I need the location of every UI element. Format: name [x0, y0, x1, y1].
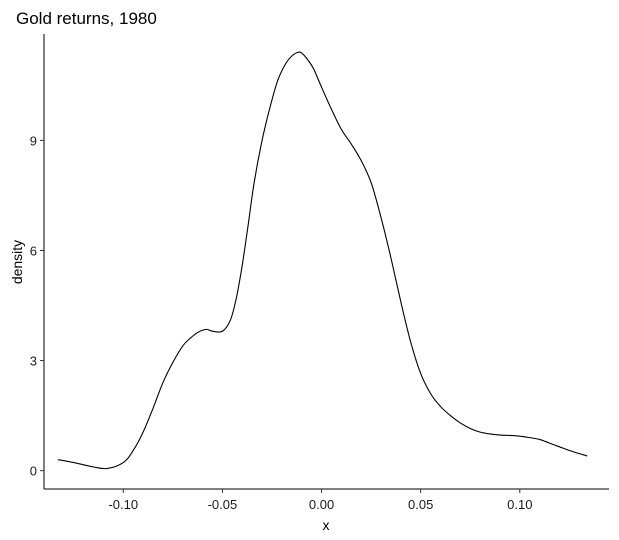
y-tick-label: 9 [30, 133, 37, 148]
x-tick-label: 0.00 [309, 497, 334, 512]
chart-title: Gold returns, 1980 [16, 9, 157, 28]
y-tick-label: 6 [30, 243, 37, 258]
x-tick-label: 0.10 [507, 497, 532, 512]
plot-area: 0 3 6 9 -0.10 -0.05 0.00 0.05 0.10 [30, 34, 609, 512]
y-tick-label: 3 [30, 354, 37, 369]
x-tick-label: 0.05 [408, 497, 433, 512]
x-tick-label: -0.10 [108, 497, 138, 512]
x-axis-title: x [323, 517, 330, 533]
y-axis-title: density [9, 240, 25, 284]
y-ticks: 0 3 6 9 [30, 133, 44, 479]
density-line [57, 51, 588, 470]
y-tick-label: 0 [30, 464, 37, 479]
x-ticks: -0.10 -0.05 0.00 0.05 0.10 [108, 489, 532, 512]
x-tick-label: -0.05 [208, 497, 238, 512]
